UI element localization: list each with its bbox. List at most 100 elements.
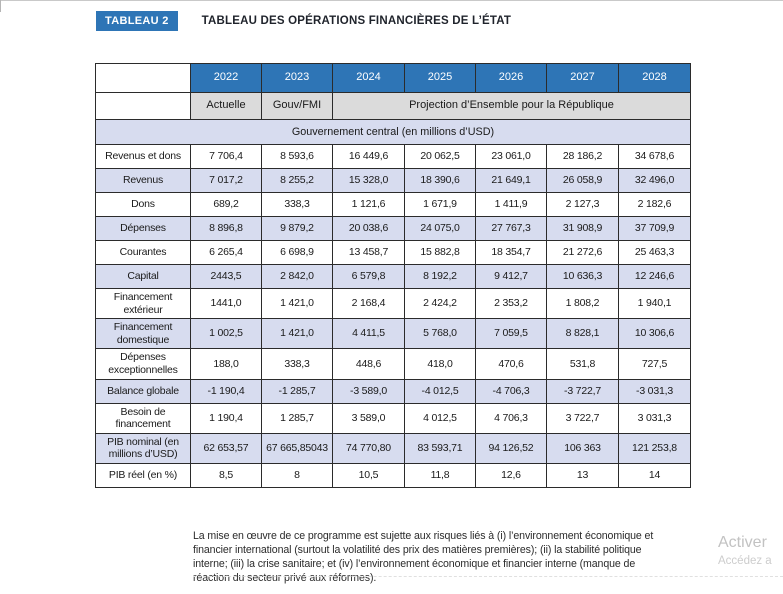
cell-value: 31 908,9 [546, 216, 619, 241]
cell-value: 531,8 [546, 348, 619, 380]
scenario-gouv-fmi: Gouv/FMI [261, 92, 333, 120]
cell-value: 1 121,6 [332, 192, 405, 217]
page-title: TABLEAU DES OPÉRATIONS FINANCIÈRES DE L’… [201, 15, 512, 27]
cell-value: 338,3 [261, 348, 333, 380]
year-header-2026: 2026 [475, 63, 547, 93]
cell-value: 9 412,7 [475, 264, 547, 289]
cell-value: 7 706,4 [190, 144, 262, 169]
year-header-2023: 2023 [261, 63, 333, 93]
cell-value: 3 589,0 [332, 402, 405, 434]
cell-value: 12 246,6 [618, 264, 691, 289]
cell-value: 1 808,2 [546, 287, 619, 320]
cell-value: 3 722,7 [546, 402, 619, 434]
cell-value: 21 649,1 [475, 168, 547, 193]
cell-value: 106 363 [546, 432, 619, 464]
cell-value: 4 012,5 [404, 402, 476, 434]
cell-value: 18 390,6 [404, 168, 476, 193]
cell-value: 8 593,6 [261, 144, 333, 169]
cell-value: 13 458,7 [332, 240, 405, 265]
cell-value: 27 767,3 [475, 216, 547, 241]
cell-value: -1 285,7 [261, 378, 333, 404]
cell-value: 25 463,3 [618, 240, 691, 265]
cell-value: 6 265,4 [190, 240, 262, 265]
row-label: Financement extérieur [95, 287, 191, 320]
year-header-2022: 2022 [190, 63, 262, 93]
cell-value: 10 636,3 [546, 264, 619, 289]
table-row: Capital 2443,5 2 842,0 6 579,8 8 192,2 9 412,… [95, 264, 691, 289]
cell-value: 1 421,0 [261, 287, 333, 320]
cell-value: 23 061,0 [475, 144, 547, 169]
row-label: Financement domestique [95, 318, 191, 350]
cell-value: 3 031,3 [618, 402, 691, 434]
cell-value: 689,2 [190, 192, 262, 217]
cell-value: 4 411,5 [332, 318, 405, 350]
cell-value: 7 017,2 [190, 168, 262, 193]
window-top-border [0, 0, 783, 1]
scenario-header-row: Actuelle Gouv/FMI Projection d’Ensemble … [95, 92, 691, 120]
scenario-actuelle: Actuelle [190, 92, 262, 120]
cell-value: -4 706,3 [475, 378, 547, 404]
year-header-2025: 2025 [404, 63, 476, 93]
cell-value: 4 706,3 [475, 402, 547, 434]
cell-value: 8,5 [190, 462, 262, 488]
cell-value: -3 589,0 [332, 378, 405, 404]
scenario-projection: Projection d’Ensemble pour la République [332, 92, 691, 120]
cell-value: 7 059,5 [475, 318, 547, 350]
row-label: Dons [95, 192, 191, 217]
cell-value: 10 306,6 [618, 318, 691, 350]
table-row: Dépenses exceptionnelles 188,0 338,3 448,6 4… [95, 348, 691, 380]
cell-value: 338,3 [261, 192, 333, 217]
table-row: PIB réel (en %) 8,5 8 10,5 11,8 12,6 13 14 [95, 462, 691, 488]
cell-value: 8 192,2 [404, 264, 476, 289]
cell-value: 121 253,8 [618, 432, 691, 464]
cell-value: 20 062,5 [404, 144, 476, 169]
cell-value: 6 579,8 [332, 264, 405, 289]
cell-value: 6 698,9 [261, 240, 333, 265]
cell-value: 470,6 [475, 348, 547, 380]
row-label: Revenus [95, 168, 191, 193]
cell-value: 2 168,4 [332, 287, 405, 320]
cell-value: 2 127,3 [546, 192, 619, 217]
cell-value: 1 421,0 [261, 318, 333, 350]
cell-value: 26 058,9 [546, 168, 619, 193]
cell-value: -3 031,3 [618, 378, 691, 404]
cell-value: 37 709,9 [618, 216, 691, 241]
row-label: Dépenses [95, 216, 191, 241]
year-header-2027: 2027 [546, 63, 619, 93]
row-label: Revenus et dons [95, 144, 191, 169]
cell-value: 16 449,6 [332, 144, 405, 169]
cell-value: 8 255,2 [261, 168, 333, 193]
table-row: Besoin de financement 1 190,4 1 285,7 3 589… [95, 402, 691, 434]
cell-value: 74 770,80 [332, 432, 405, 464]
cell-value: 2443,5 [190, 264, 262, 289]
cell-value: 18 354,7 [475, 240, 547, 265]
cell-value: 1 285,7 [261, 402, 333, 434]
table-row: Revenus et dons 7 706,4 8 593,6 16 449,6 20 … [95, 144, 691, 169]
cell-value: 20 038,6 [332, 216, 405, 241]
cell-value: 1 411,9 [475, 192, 547, 217]
cell-value: 24 075,0 [404, 216, 476, 241]
table-number-badge: TABLEAU 2 [96, 11, 178, 31]
cell-value: -3 722,7 [546, 378, 619, 404]
cell-value: -4 012,5 [404, 378, 476, 404]
cell-value: 5 768,0 [404, 318, 476, 350]
corner-blank-cell [95, 92, 191, 120]
cell-value: 448,6 [332, 348, 405, 380]
cell-value: 8 828,1 [546, 318, 619, 350]
cell-value: 32 496,0 [618, 168, 691, 193]
financial-operations-table: 2022 2023 2024 2025 2026 2027 2028 Actuelle Go… [95, 63, 691, 488]
table-row: Dons 689,2 338,3 1 121,6 1 671,9 1 411,9 2 127… [95, 192, 691, 217]
year-header-2028: 2028 [618, 63, 691, 93]
section-header-row: Gouvernement central (en millions d’USD) [95, 119, 691, 145]
table-row: Financement domestique 1 002,5 1 421,0 4 41… [95, 318, 691, 350]
cell-value: 1 190,4 [190, 402, 262, 434]
row-label: PIB réel (en %) [95, 462, 191, 488]
row-label: Balance globale [95, 378, 191, 404]
page-edge-tick [0, 0, 1, 12]
corner-blank-cell [95, 63, 191, 93]
cell-value: 62 653,57 [190, 432, 262, 464]
cell-value: 1 002,5 [190, 318, 262, 350]
cell-value: 11,8 [404, 462, 476, 488]
table-row: PIB nominal (en millions d’USD) 62 653,57… [95, 432, 691, 464]
cell-value: 15 882,8 [404, 240, 476, 265]
